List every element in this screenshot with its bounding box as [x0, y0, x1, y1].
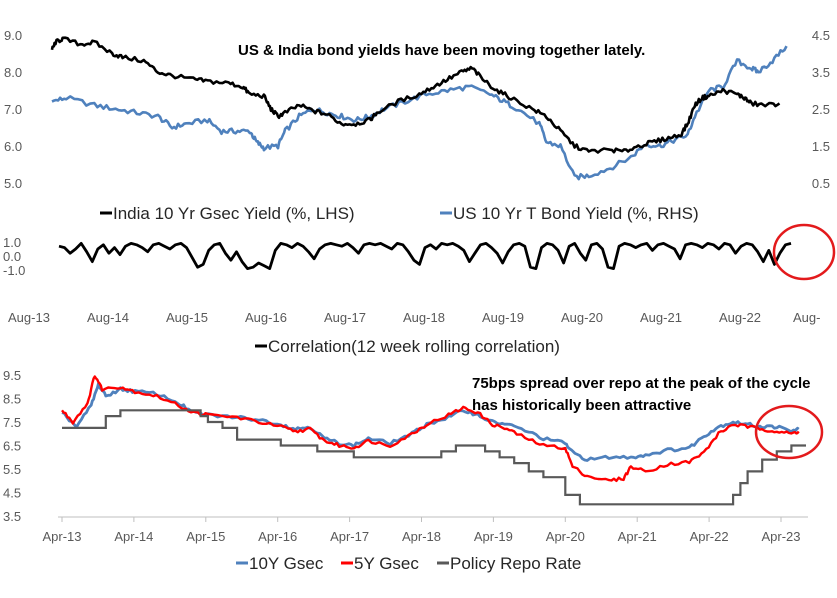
corr-y-tick-label: -1.0 — [3, 263, 25, 278]
corr-x-tick-label: Aug-14 — [87, 310, 129, 325]
legend-label-us: US 10 Yr T Bond Yield (%, RHS) — [453, 204, 699, 223]
y-right-tick-label: 2.5 — [812, 102, 830, 117]
y-right-tick-label: 4.5 — [812, 28, 830, 43]
right-axis: 4.5 3.5 2.5 1.5 0.5 — [812, 28, 830, 191]
repo-y-tick-label: 3.5 — [3, 509, 21, 524]
corr-x-tick-label: Aug- — [793, 310, 820, 325]
repo-x-tick-label: Apr-13 — [42, 529, 81, 544]
y-right-tick-label: 0.5 — [812, 176, 830, 191]
india-yield-line — [50, 36, 781, 154]
repo-x-tick-label: Apr-23 — [761, 529, 800, 544]
correlation-panel: 1.00.0-1.0 Aug-13 Aug-14 Aug-15 Aug-16 Aug-17… — [3, 223, 836, 325]
legend-label-repo: Policy Repo Rate — [450, 554, 581, 573]
legend-label-5y: 5Y Gsec — [354, 554, 419, 573]
repo-y-tick-label: 5.5 — [3, 462, 21, 477]
corr-x-tick-label: Aug-20 — [561, 310, 603, 325]
legend-label-10y: 10Y Gsec — [249, 554, 324, 573]
yield-series — [50, 36, 788, 181]
annotation-line-1: 75bps spread over repo at the peak of th… — [472, 375, 810, 392]
repo-x-tick-label: Apr-17 — [330, 529, 369, 544]
chart-title-yields: US & India bond yields have been moving … — [238, 42, 645, 59]
highlight-circle-correlation — [772, 223, 836, 281]
legend-repo: 10Y Gsec 5Y Gsec Policy Repo Rate — [236, 554, 581, 573]
corr-x-tick-label: Aug-21 — [640, 310, 682, 325]
repo-y-tick-label: 8.5 — [3, 392, 21, 407]
corr-x-tick-label: Aug-17 — [324, 310, 366, 325]
y-left-tick-label: 9.0 — [4, 28, 22, 43]
y-left-tick-label: 7.0 — [4, 102, 22, 117]
repo-panel: 9.5 8.5 7.5 6.5 5.5 4.5 3.5 Apr-13 Apr-14 Apr-15 A… — [3, 368, 824, 544]
y-right-tick-label: 3.5 — [812, 65, 830, 80]
corr-x-tick-label: Aug-15 — [166, 310, 208, 325]
repo-x-tick-label: Apr-20 — [546, 529, 585, 544]
repo-axis: 9.5 8.5 7.5 6.5 5.5 4.5 3.5 Apr-13 Apr-14 Apr-15 A… — [3, 368, 808, 544]
repo-rate-line — [62, 409, 806, 506]
corr-y-tick-label: 1.0 — [3, 235, 21, 250]
repo-y-tick-label: 7.5 — [3, 415, 21, 430]
legend-label-correlation: Correlation(12 week rolling correlation) — [268, 337, 560, 356]
legend-label-india: India 10 Yr Gsec Yield (%, LHS) — [113, 204, 355, 223]
repo-x-tick-label: Apr-15 — [186, 529, 225, 544]
us-yield-line — [51, 45, 788, 181]
corr-x-tick-label: Aug-13 — [8, 310, 50, 325]
repo-y-tick-label: 6.5 — [3, 439, 21, 454]
repo-x-tick-label: Apr-22 — [690, 529, 729, 544]
y-left-tick-label: 6.0 — [4, 139, 22, 154]
legend-yields: India 10 Yr Gsec Yield (%, LHS) US 10 Yr… — [100, 204, 699, 223]
y-right-tick-label: 1.5 — [812, 139, 830, 154]
repo-x-tick-label: Apr-19 — [474, 529, 513, 544]
y-left-tick-label: 5.0 — [4, 176, 22, 191]
repo-x-tick-label: Apr-16 — [258, 529, 297, 544]
correlation-axis: 1.00.0-1.0 Aug-13 Aug-14 Aug-15 Aug-16 Aug-17… — [3, 235, 820, 325]
repo-y-tick-label: 4.5 — [3, 486, 21, 501]
repo-series — [61, 375, 806, 506]
left-axis: 9.0 8.0 7.0 6.0 5.0 — [4, 28, 22, 191]
repo-x-tick-label: Apr-18 — [402, 529, 441, 544]
gsec5-line — [61, 375, 800, 483]
yields-panel: 9.0 8.0 7.0 6.0 5.0 4.5 3.5 2.5 1.5 0.5 US & Ind… — [4, 28, 830, 191]
y-left-tick-label: 8.0 — [4, 65, 22, 80]
corr-y-tick-label: 0.0 — [3, 249, 21, 264]
highlight-circle-repo — [754, 404, 824, 460]
corr-x-tick-label: Aug-22 — [719, 310, 761, 325]
repo-x-tick-label: Apr-14 — [114, 529, 153, 544]
correlation-line — [58, 242, 792, 270]
corr-x-tick-label: Aug-18 — [403, 310, 445, 325]
corr-x-tick-label: Aug-19 — [482, 310, 524, 325]
corr-x-tick-label: Aug-16 — [245, 310, 287, 325]
legend-correlation: Correlation(12 week rolling correlation) — [255, 337, 560, 356]
annotation-line-2: has historically been attractive — [472, 397, 691, 414]
repo-x-tick-label: Apr-21 — [618, 529, 657, 544]
correlation-series — [58, 242, 792, 270]
repo-y-tick-label: 9.5 — [3, 368, 21, 383]
